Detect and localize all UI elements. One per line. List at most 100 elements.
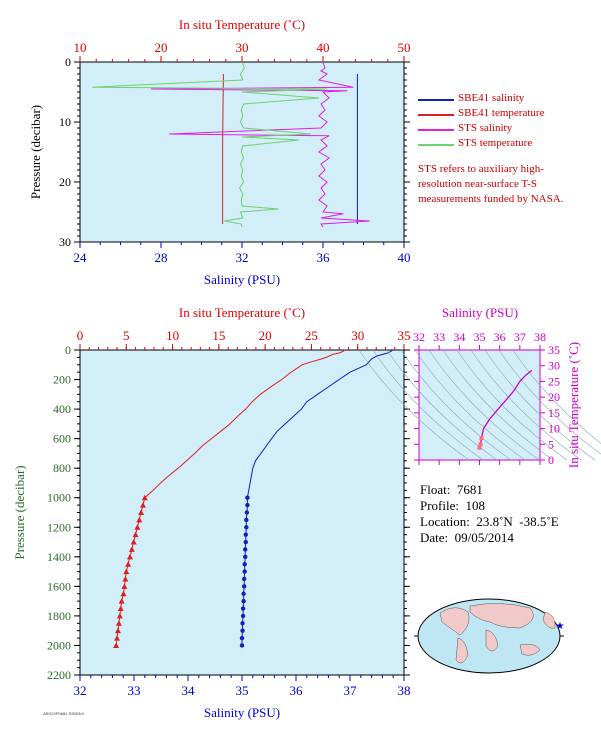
legend-line (418, 129, 454, 131)
float-id: Float: 7681 (420, 482, 483, 497)
y-tick-label: 30 (59, 235, 71, 249)
data-point (244, 510, 250, 515)
data-point (241, 584, 247, 589)
data-point (125, 561, 132, 567)
bottom-tick-label: 37 (344, 683, 358, 698)
location: Location: 23.8˚N -38.5˚E (420, 514, 559, 529)
legend-line (418, 99, 454, 101)
top-axis-title: Salinity (PSU) (442, 305, 518, 320)
top-tick-label: 36 (494, 330, 506, 344)
data-point (126, 553, 133, 560)
bottom-axis-title: Salinity (PSU) (204, 705, 280, 720)
plot-area (418, 349, 541, 461)
y-tick-label: 10 (59, 115, 71, 129)
map-landmass (485, 629, 499, 652)
right-tick-label: 30 (548, 359, 560, 373)
density-contour (470, 349, 582, 461)
top-tick-label: 10 (166, 328, 179, 343)
data-point (241, 591, 246, 596)
data-point (114, 635, 121, 641)
data-point (121, 583, 128, 589)
y-axis-title: Pressure (decibar) (12, 465, 27, 559)
y-tick-label: 1800 (47, 609, 71, 623)
density-contour (358, 349, 470, 461)
data-point (240, 606, 246, 611)
right-axis-title: In situ Temperature (˚C) (566, 342, 581, 468)
data-point (245, 495, 250, 500)
series-line (92, 61, 328, 228)
data-point (132, 531, 139, 538)
data-point (244, 517, 249, 523)
data-point (120, 590, 127, 597)
data-point (128, 546, 135, 552)
right-tick-label: 5 (548, 437, 554, 451)
plot-area (79, 349, 405, 676)
y-tick-label: 800 (53, 461, 71, 475)
top-tick-label: 30 (236, 40, 249, 55)
bottom-tick-label: 32 (236, 250, 249, 265)
right-tick-label: 35 (548, 343, 560, 357)
top-tick-label: 34 (453, 330, 465, 344)
y-tick-label: 1600 (47, 579, 71, 593)
series-line (115, 349, 346, 646)
series-line (222, 73, 224, 224)
right-tick-label: 10 (548, 422, 560, 436)
top-tick-label: 40 (317, 40, 330, 55)
y-tick-label: 1000 (47, 491, 71, 505)
top-tick-label: 33 (433, 330, 445, 344)
top-tick-label: 35 (398, 328, 411, 343)
right-tick-label: 0 (548, 453, 554, 467)
date: Date: 09/05/2014 (420, 530, 514, 545)
bottom-tick-label: 38 (398, 683, 411, 698)
density-contour (428, 349, 540, 461)
data-point (242, 562, 247, 567)
y-tick-label: 0 (65, 343, 71, 357)
data-point (243, 547, 248, 552)
density-contour (512, 349, 601, 444)
top-tick-label: 37 (514, 330, 526, 344)
bottom-tick-label: 34 (182, 683, 196, 698)
top-tick-label: 10 (74, 40, 87, 55)
y-tick-label: 200 (53, 373, 71, 387)
top-tick-label: 15 (212, 328, 225, 343)
data-point (113, 642, 120, 648)
data-point (244, 525, 249, 530)
map-landmass (469, 603, 534, 629)
density-contour (498, 349, 601, 455)
data-point (241, 598, 246, 604)
density-contour (456, 349, 568, 461)
bottom-tick-label: 40 (398, 250, 411, 265)
data-point (243, 554, 248, 560)
data-point (136, 516, 143, 523)
data-point (240, 613, 246, 619)
full-profile-plot: 0 5 10 15 20 25 30 35 In situ Temperature (˚C) 32… (12, 305, 411, 720)
legend-line (418, 114, 454, 116)
data-point (134, 524, 141, 530)
data-point (123, 568, 130, 575)
data-point (243, 532, 248, 537)
world-map: ★ (414, 598, 565, 674)
top-tick-label: 25 (305, 328, 318, 343)
data-point (242, 569, 247, 574)
bottom-tick-label: 24 (74, 250, 88, 265)
top-tick-label: 50 (398, 40, 411, 55)
y-tick-label: 400 (53, 402, 71, 416)
map-landmass (542, 611, 556, 629)
ts-point (478, 442, 483, 447)
legend-label: SBE41 temperature (458, 107, 545, 119)
legend-line (418, 144, 454, 146)
y-tick-label: 2200 (47, 668, 71, 682)
top-axis-title: In situ Temperature (˚C) (179, 305, 305, 320)
ts-curve (478, 369, 533, 448)
bottom-tick-label: 35 (236, 683, 249, 698)
right-tick-label: 25 (548, 374, 560, 388)
float-location-marker: ★ (556, 621, 565, 632)
data-point (241, 576, 247, 582)
bottom-axis-title: Salinity (PSU) (204, 272, 280, 287)
top-tick-label: 20 (259, 328, 272, 343)
y-tick-label: 2000 (47, 638, 71, 652)
density-contour (484, 349, 596, 461)
density-contour (372, 349, 484, 461)
data-point (245, 502, 250, 508)
